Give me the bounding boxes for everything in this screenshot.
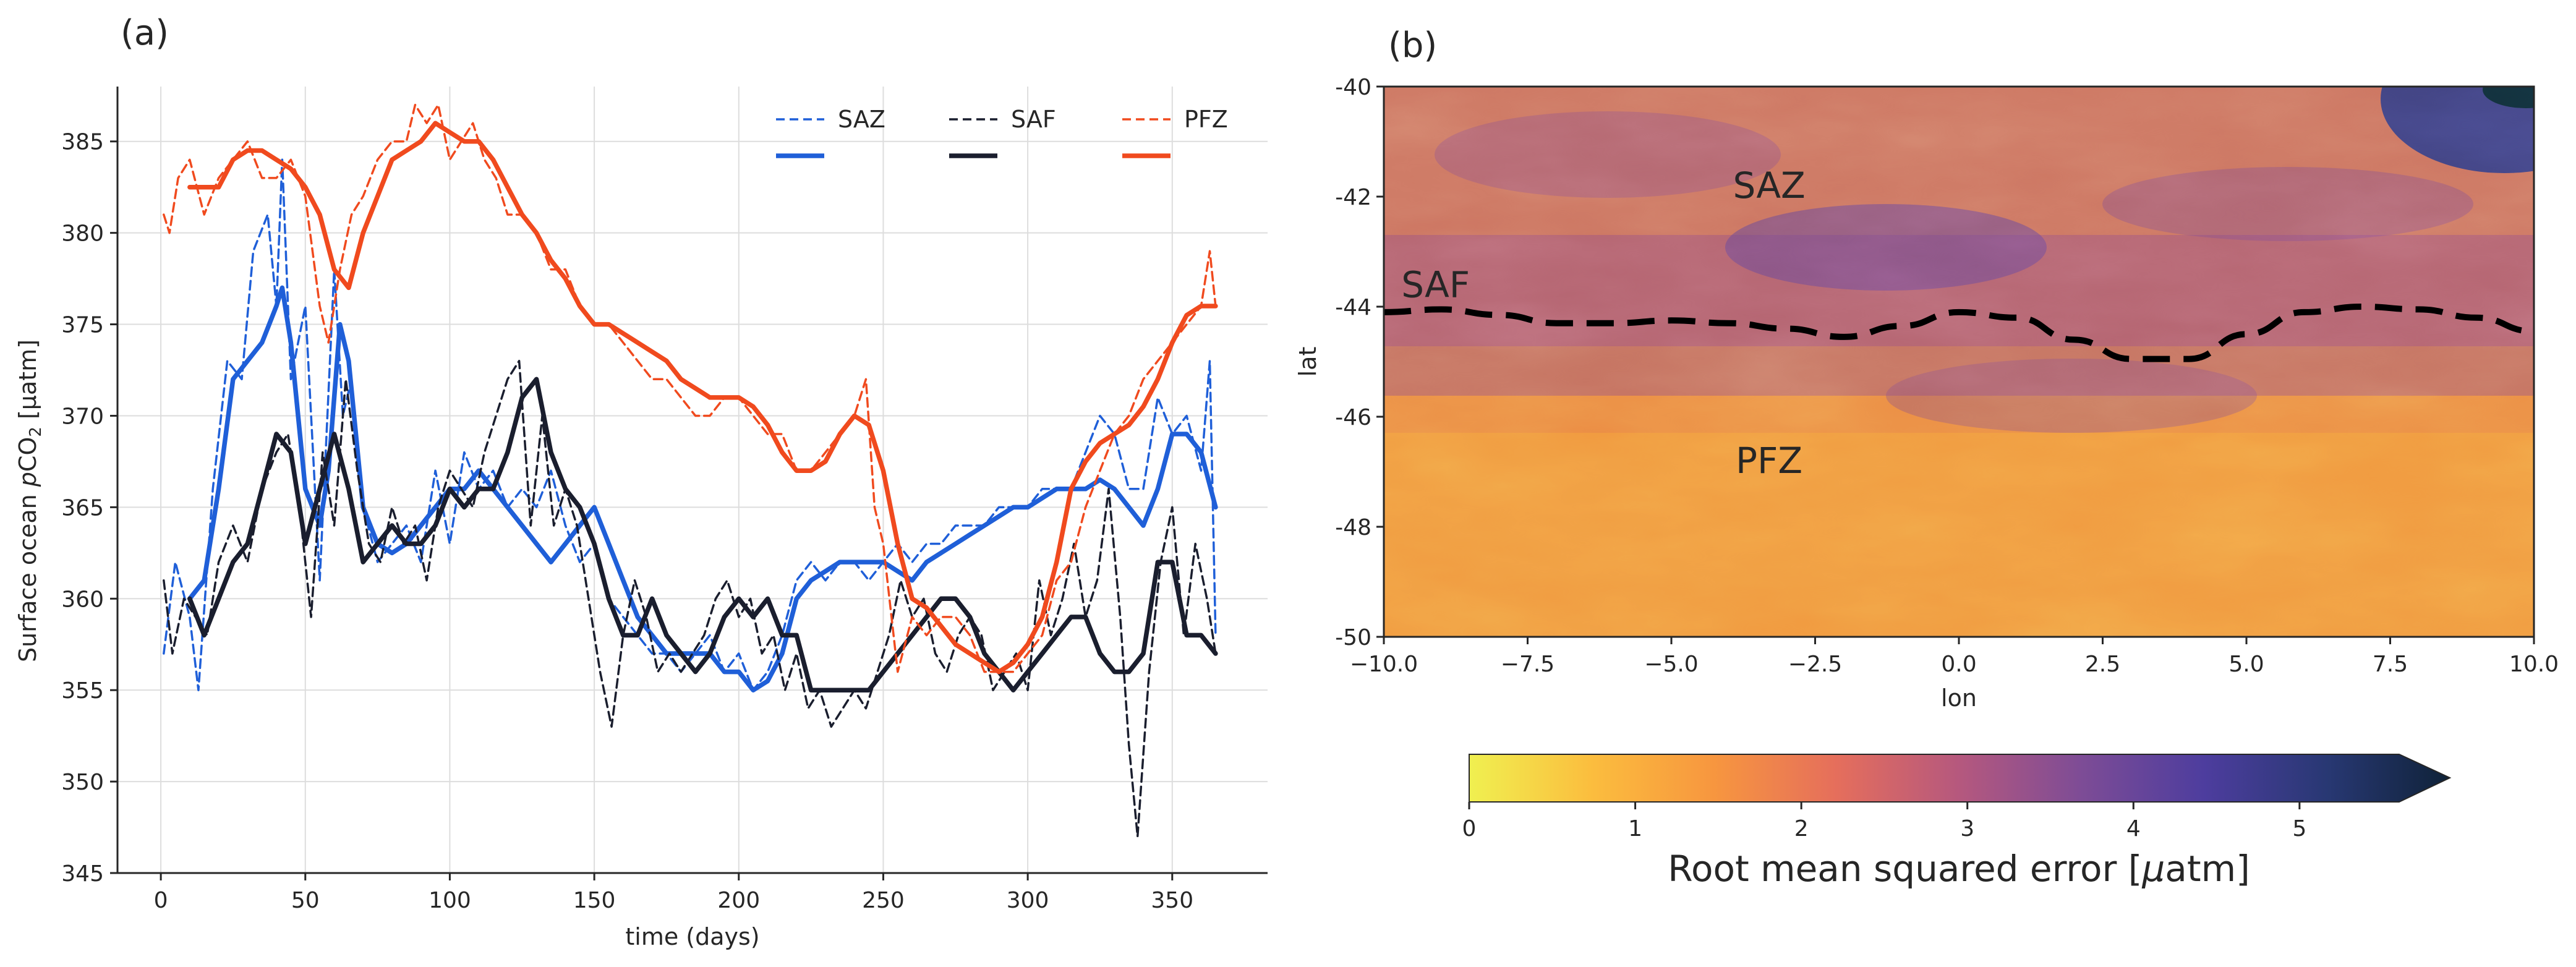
- panel-b-xtick-label: 2.5: [2085, 652, 2120, 677]
- panel-a-ylabel: Surface ocean pCO2 [μatm]: [14, 339, 45, 662]
- saf-front-line: [1384, 303, 2534, 362]
- panel-b-ytick-label: -40: [1335, 75, 1371, 100]
- ylabel-prefix: Surface ocean: [14, 487, 41, 662]
- heatmap-texture: [1384, 87, 2534, 637]
- panel-b-ylabel: lat: [1294, 347, 1321, 377]
- panel-a-ytick-label: 365: [61, 495, 104, 521]
- colorbar-tick-label: 0: [1462, 816, 1477, 841]
- panel-b-annotations: SAZ SAF PFZ: [1401, 164, 1806, 482]
- panel-a-ytick-label: 355: [61, 678, 104, 704]
- panel-a-xtick-label: 0: [154, 888, 168, 913]
- colorbar-tick-label: 4: [2126, 816, 2141, 841]
- colorbar-label-prefix: Root mean squared error [: [1668, 848, 2142, 890]
- legend-label: SAZ: [838, 106, 885, 133]
- series-line-saf-solid: [187, 377, 1218, 692]
- colorbar-tick-label: 1: [1628, 816, 1642, 841]
- panel-b-xtick-label: −7.5: [1501, 652, 1555, 677]
- panel-b-ytick-label: -42: [1335, 185, 1371, 210]
- panel-a-ytick-label: 350: [61, 770, 104, 795]
- panel-a-xtick-label: 250: [862, 888, 905, 913]
- series-line-saz-solid: [187, 285, 1218, 692]
- panel-b-ytick-label: -50: [1335, 625, 1371, 650]
- panel-b-label: (b): [1388, 25, 1437, 66]
- panel-a-label: (a): [121, 13, 169, 53]
- colorbar-ticks: 0 1 2 3 4 5: [1462, 802, 2306, 841]
- colorbar-label-suffix: atm]: [2165, 848, 2250, 890]
- panel-a-xtick-label: 200: [717, 888, 760, 913]
- panel-a-ytick-label: 360: [61, 587, 104, 612]
- panel-b-ytick-label: -44: [1335, 295, 1371, 320]
- panel-a-xtick-label: 300: [1007, 888, 1049, 913]
- panel-a-ytick-label: 375: [61, 313, 104, 338]
- panel-a-xtick-label: 100: [429, 888, 471, 913]
- legend-label: SAF: [1011, 106, 1056, 133]
- series-line-pfz-solid: [187, 121, 1218, 675]
- panel-a-ytick-label: 380: [61, 221, 104, 247]
- panel-a-xtick-label: 150: [573, 888, 616, 913]
- panel-b-xlabel: lon: [1941, 684, 1977, 712]
- panel-b-xtick-label: −5.0: [1644, 652, 1698, 677]
- heatmap: [1384, 87, 2534, 637]
- colorbar: 0 1 2 3 4 5 Root mean squared error [μatm]: [1462, 754, 2452, 890]
- panel-a-xticks: 0 50 100 150 200 250 300 350: [154, 873, 1193, 913]
- colorbar-tick-label: 2: [1794, 816, 1809, 841]
- ylabel-sub: 2: [27, 427, 45, 437]
- colorbar-label-mu: μ: [2141, 848, 2165, 890]
- colorbar-tick-label: 5: [2292, 816, 2306, 841]
- panel-a-axes: [116, 87, 1268, 874]
- panel-a-legend: SAZ SAF PFZ: [776, 106, 1228, 158]
- panel-a-xtick-label: 350: [1151, 888, 1193, 913]
- annotation-saf: SAF: [1401, 263, 1470, 305]
- annotation-pfz: PFZ: [1736, 440, 1802, 482]
- panel-b-ytick-label: -48: [1335, 515, 1371, 540]
- colorbar-tick-label: 3: [1960, 816, 1974, 841]
- panel-b-xtick-label: 7.5: [2373, 652, 2408, 677]
- panel-a: (a) 0 50 100 150 200 250 300 350 345 350 355 360 36…: [14, 13, 1268, 950]
- panel-a-grid: [117, 87, 1268, 874]
- ylabel-co: CO: [14, 437, 41, 472]
- annotation-saz: SAZ: [1733, 164, 1805, 207]
- panel-a-yticks: 345 350 355 360 365 370 375 380 385: [61, 130, 117, 887]
- panel-b: (b) SAZ SAF PFZ −10.0 −7.5 −5.0 −2.5 0.0 2.5 5.0…: [1294, 25, 2559, 890]
- ylabel-unit: [μatm]: [14, 339, 41, 427]
- panel-b-xtick-label: 0.0: [1941, 652, 1976, 677]
- panel-b-yticks: -50 -48 -46 -44 -42 -40: [1335, 75, 1384, 650]
- ylabel-p: p: [14, 472, 41, 487]
- panel-a-ytick-label: 370: [61, 404, 104, 429]
- panel-a-xlabel: time (days): [625, 923, 759, 950]
- panel-b-xticks: −10.0 −7.5 −5.0 −2.5 0.0 2.5 5.0 7.5 10.0: [1350, 637, 2559, 677]
- panel-a-ytick-label: 345: [61, 861, 104, 887]
- series-line-pfz-dashed: [163, 103, 1217, 673]
- panel-a-ytick-label: 385: [61, 130, 104, 155]
- colorbar-label: Root mean squared error [μatm]: [1668, 848, 2250, 890]
- colorbar-body: [1469, 754, 2452, 803]
- panel-b-xtick-label: 5.0: [2228, 652, 2264, 677]
- legend-label: PFZ: [1184, 106, 1228, 133]
- panel-b-xtick-label: 10.0: [2509, 652, 2559, 677]
- panel-b-xtick-label: −10.0: [1350, 652, 1418, 677]
- series-line-saf-dashed: [163, 359, 1217, 838]
- panel-b-xtick-label: −2.5: [1788, 652, 1842, 677]
- panel-b-ytick-label: -46: [1335, 405, 1371, 430]
- panel-a-series: [163, 103, 1218, 838]
- panel-a-xtick-label: 50: [291, 888, 320, 913]
